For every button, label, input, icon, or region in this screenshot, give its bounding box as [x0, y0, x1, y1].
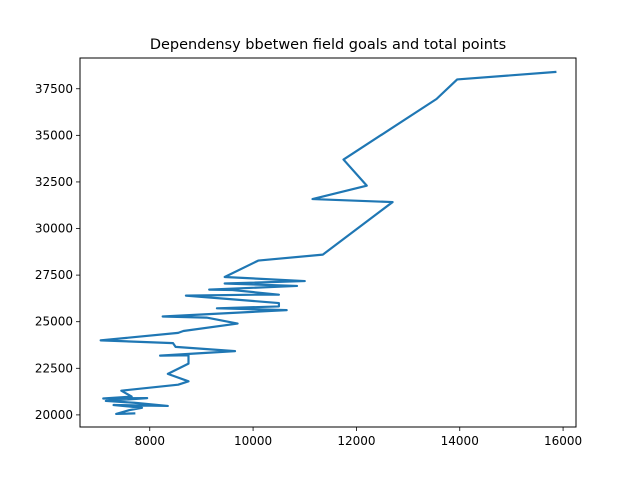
y-tick-label: 22500 — [35, 361, 73, 375]
x-tick-label: 16000 — [544, 434, 582, 448]
series-line — [99, 70, 557, 416]
chart-title: Dependensy bbetwen field goals and total… — [150, 37, 506, 53]
x-tick-label: 10000 — [234, 434, 272, 448]
y-tick-label: 27500 — [35, 268, 73, 282]
series-layer — [99, 70, 557, 416]
y-tick-label: 32500 — [35, 175, 73, 189]
x-tick-label: 12000 — [337, 434, 375, 448]
plot-area — [80, 58, 576, 427]
plot-frame — [79, 57, 577, 428]
x-tick-label: 14000 — [441, 434, 479, 448]
y-tick-label: 30000 — [35, 222, 73, 236]
y-tick-label: 37500 — [35, 82, 73, 96]
x-tick-label: 8000 — [134, 434, 165, 448]
y-tick-label: 20000 — [35, 408, 73, 422]
axes-layer: 8000 10000 12000 14000 16000 20000 22500 25000 2… — [35, 82, 582, 448]
y-tick-label: 25000 — [35, 315, 73, 329]
y-tick-label: 35000 — [35, 128, 73, 142]
